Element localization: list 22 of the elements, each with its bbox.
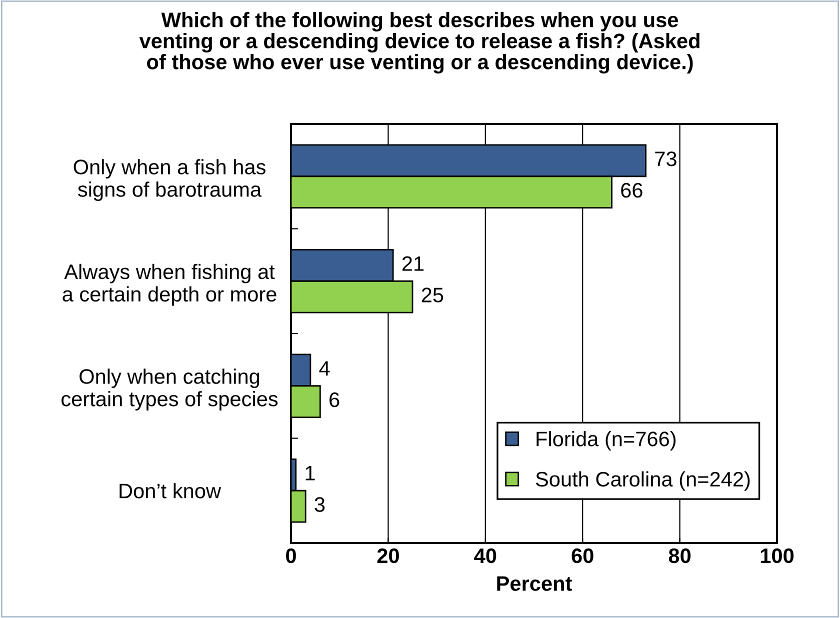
- data-label: 3: [314, 497, 325, 512]
- data-label: 73: [655, 152, 676, 166]
- data-label: 1: [306, 466, 315, 480]
- x-tick-label: 100: [760, 548, 794, 564]
- data-label: 21: [402, 256, 424, 271]
- x-tick-label: 80: [668, 548, 691, 564]
- data-label: 4: [319, 361, 330, 376]
- chart-title: Which of the following best describes when you use venting or a descending device to release a fish? (Asked of those who ever use venting or a descending device.): [139, 12, 700, 74]
- x-tick-label: 40: [474, 548, 496, 564]
- y-tick-label: Always when fishing at a certain depth or more: [62, 264, 276, 306]
- y-tick-label: Only when a fish has signs of barotrauma: [74, 159, 266, 201]
- x-tick-label: 60: [572, 548, 594, 564]
- x-axis-title: Percent: [497, 576, 572, 591]
- legend-label: South Carolina (n=242): [536, 471, 750, 491]
- legend-label: Florida (n=766): [536, 431, 676, 450]
- y-tick-label: Don’t know: [120, 483, 222, 498]
- data-label: 6: [330, 392, 340, 408]
- x-tick-label: 0: [286, 548, 296, 564]
- data-label: 25: [422, 288, 444, 302]
- y-tick-label: Only when catching certain types of species: [62, 368, 278, 410]
- data-label: 66: [621, 182, 642, 198]
- x-tick-label: 20: [377, 548, 399, 564]
